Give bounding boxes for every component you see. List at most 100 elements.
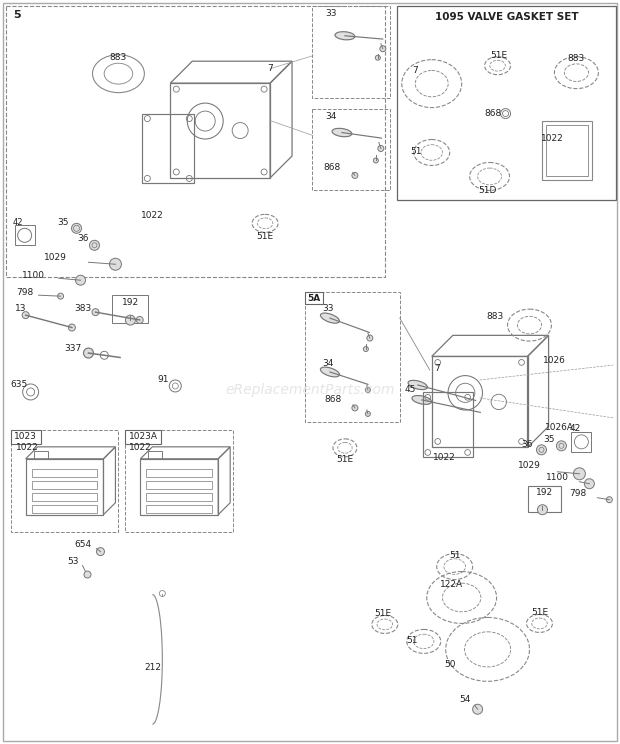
Text: 50: 50 xyxy=(444,660,456,669)
Text: 53: 53 xyxy=(67,557,78,566)
Bar xyxy=(146,469,212,477)
Text: 1029: 1029 xyxy=(44,253,67,262)
Text: 883: 883 xyxy=(486,312,503,321)
Circle shape xyxy=(22,312,29,318)
Bar xyxy=(32,469,97,477)
Bar xyxy=(546,124,588,176)
Text: 383: 383 xyxy=(74,304,91,312)
Bar xyxy=(25,459,104,515)
Text: 1022: 1022 xyxy=(16,443,39,452)
Text: 5A: 5A xyxy=(308,294,321,303)
Text: 51E: 51E xyxy=(257,232,273,241)
Text: 45: 45 xyxy=(404,385,415,394)
Ellipse shape xyxy=(412,396,432,404)
Bar xyxy=(170,83,270,178)
Text: 1026: 1026 xyxy=(543,356,566,365)
Text: 1029: 1029 xyxy=(518,461,541,470)
Bar xyxy=(143,114,194,184)
Circle shape xyxy=(76,275,86,285)
Text: 7: 7 xyxy=(267,64,273,73)
Circle shape xyxy=(363,347,368,352)
Text: 1022: 1022 xyxy=(129,443,152,452)
Text: 36: 36 xyxy=(78,234,89,243)
Text: 51E: 51E xyxy=(490,51,507,60)
Text: 1022: 1022 xyxy=(433,453,456,462)
Circle shape xyxy=(92,309,99,315)
Ellipse shape xyxy=(321,313,339,323)
Bar xyxy=(542,121,592,181)
Bar xyxy=(528,486,562,512)
Bar xyxy=(125,430,233,532)
Circle shape xyxy=(365,388,370,392)
Bar xyxy=(312,6,390,97)
Text: 868: 868 xyxy=(324,396,342,405)
Text: 337: 337 xyxy=(64,344,81,353)
Circle shape xyxy=(472,705,482,714)
Bar xyxy=(11,430,40,444)
Bar xyxy=(423,392,472,458)
Text: 33: 33 xyxy=(325,10,337,19)
Text: 1022: 1022 xyxy=(541,134,564,143)
Text: 1022: 1022 xyxy=(141,211,164,219)
Circle shape xyxy=(352,173,358,179)
Text: 7: 7 xyxy=(434,364,440,373)
Bar xyxy=(572,432,591,452)
Text: 1023: 1023 xyxy=(14,432,37,441)
Text: 868: 868 xyxy=(323,163,340,172)
Text: 798: 798 xyxy=(569,490,586,498)
Text: 34: 34 xyxy=(322,359,334,368)
Bar xyxy=(11,430,118,532)
Circle shape xyxy=(585,478,595,489)
Text: 192: 192 xyxy=(122,298,139,307)
Circle shape xyxy=(536,445,546,455)
Text: 91: 91 xyxy=(157,376,169,385)
Circle shape xyxy=(84,571,91,578)
Ellipse shape xyxy=(408,380,427,390)
Bar xyxy=(15,225,35,246)
Bar xyxy=(432,356,528,447)
Bar xyxy=(146,504,212,513)
Circle shape xyxy=(367,335,373,341)
Text: 35: 35 xyxy=(544,435,556,444)
Circle shape xyxy=(84,348,94,358)
Bar xyxy=(32,504,97,513)
Circle shape xyxy=(89,240,99,250)
Text: 51: 51 xyxy=(410,147,422,156)
Text: 122A: 122A xyxy=(440,580,463,589)
Text: 51E: 51E xyxy=(337,455,353,464)
Bar xyxy=(146,481,212,489)
Text: 212: 212 xyxy=(145,663,162,672)
Ellipse shape xyxy=(332,129,352,137)
Text: 42: 42 xyxy=(12,218,23,227)
Text: 51: 51 xyxy=(406,636,417,645)
Circle shape xyxy=(538,504,547,515)
Text: 798: 798 xyxy=(17,288,34,297)
Text: 33: 33 xyxy=(322,304,334,312)
Circle shape xyxy=(352,405,358,411)
Text: 883: 883 xyxy=(568,54,585,63)
Text: 635: 635 xyxy=(10,380,27,389)
Circle shape xyxy=(365,411,370,417)
Circle shape xyxy=(380,45,386,52)
Bar xyxy=(6,6,385,278)
Circle shape xyxy=(110,258,122,270)
Text: eReplacementParts.com: eReplacementParts.com xyxy=(225,383,395,397)
Text: 51E: 51E xyxy=(531,608,548,617)
Text: 42: 42 xyxy=(569,424,581,433)
Text: 7: 7 xyxy=(412,66,418,75)
Text: 883: 883 xyxy=(110,54,127,62)
Bar xyxy=(305,292,323,304)
Circle shape xyxy=(58,293,64,299)
Text: 654: 654 xyxy=(74,540,91,549)
Text: 54: 54 xyxy=(459,695,471,704)
Text: 51D: 51D xyxy=(479,186,497,195)
Text: 1095 VALVE GASKET SET: 1095 VALVE GASKET SET xyxy=(435,12,578,22)
Text: 13: 13 xyxy=(15,304,27,312)
Circle shape xyxy=(606,497,613,503)
Circle shape xyxy=(373,158,378,163)
Bar xyxy=(140,459,218,515)
Circle shape xyxy=(125,315,135,325)
Bar xyxy=(125,430,161,444)
Text: 51: 51 xyxy=(449,551,461,560)
Text: 51E: 51E xyxy=(374,609,391,618)
